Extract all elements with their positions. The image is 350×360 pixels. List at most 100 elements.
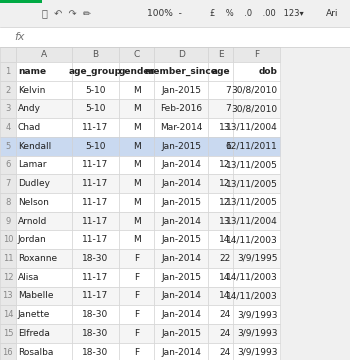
Text: 30/8/2010: 30/8/2010 <box>232 86 278 95</box>
Bar <box>16 230 72 249</box>
Text: F: F <box>254 50 259 59</box>
Bar <box>72 156 119 174</box>
Bar <box>16 47 72 62</box>
Bar <box>72 343 119 360</box>
Text: M: M <box>133 123 140 132</box>
Bar <box>119 268 154 287</box>
Text: F: F <box>134 273 139 282</box>
Bar <box>0 324 16 343</box>
Text: Lamar: Lamar <box>18 161 46 170</box>
Text: 100%  -: 100% - <box>147 9 182 18</box>
Text: M: M <box>133 86 140 95</box>
Bar <box>72 230 119 249</box>
Bar <box>233 81 280 99</box>
Bar <box>0 27 350 47</box>
Text: 14/11/2003: 14/11/2003 <box>226 235 278 244</box>
Bar <box>154 193 208 212</box>
Text: 24: 24 <box>219 347 231 356</box>
Bar <box>233 287 280 305</box>
Bar <box>233 343 280 360</box>
Text: Jan-2014: Jan-2014 <box>161 310 201 319</box>
Text: 13/11/2005: 13/11/2005 <box>226 179 278 188</box>
Bar <box>0 0 350 27</box>
Bar <box>72 249 119 268</box>
Text: 13/11/2004: 13/11/2004 <box>226 123 278 132</box>
Text: 18-30: 18-30 <box>82 310 108 319</box>
Text: gender: gender <box>119 67 154 76</box>
Bar <box>119 212 154 230</box>
Text: 13: 13 <box>219 123 231 132</box>
Bar <box>208 305 233 324</box>
Bar <box>72 62 119 81</box>
Bar <box>154 174 208 193</box>
Bar <box>119 287 154 305</box>
Bar <box>0 99 16 118</box>
Bar <box>72 193 119 212</box>
Bar <box>0 287 16 305</box>
Bar <box>72 305 119 324</box>
Text: 11-17: 11-17 <box>82 235 108 244</box>
Bar <box>72 268 119 287</box>
Bar <box>154 156 208 174</box>
Text: 6: 6 <box>5 161 10 170</box>
Bar <box>72 287 119 305</box>
Bar <box>119 81 154 99</box>
Bar <box>72 118 119 137</box>
Bar <box>72 47 119 62</box>
Bar <box>154 212 208 230</box>
Bar <box>208 193 233 212</box>
Text: Dudley: Dudley <box>18 179 50 188</box>
Bar <box>72 212 119 230</box>
Bar <box>154 324 208 343</box>
Text: Jan-2015: Jan-2015 <box>161 235 201 244</box>
Bar <box>16 212 72 230</box>
Text: 11-17: 11-17 <box>82 179 108 188</box>
Bar <box>233 305 280 324</box>
Bar <box>72 324 119 343</box>
Bar <box>16 324 72 343</box>
Bar <box>119 230 154 249</box>
Text: 3/9/1993: 3/9/1993 <box>237 347 278 356</box>
Bar <box>208 324 233 343</box>
Bar <box>208 118 233 137</box>
Bar <box>119 249 154 268</box>
Text: 13/11/2005: 13/11/2005 <box>226 161 278 170</box>
Text: name: name <box>18 67 46 76</box>
Bar <box>119 62 154 81</box>
Bar <box>119 305 154 324</box>
Text: 14: 14 <box>219 235 231 244</box>
Text: F: F <box>134 329 139 338</box>
Bar <box>0 249 16 268</box>
Bar <box>208 156 233 174</box>
Text: Andy: Andy <box>18 104 41 113</box>
Text: Feb-2016: Feb-2016 <box>160 104 202 113</box>
Text: 11-17: 11-17 <box>82 273 108 282</box>
Bar <box>208 174 233 193</box>
Bar <box>154 81 208 99</box>
Bar <box>208 99 233 118</box>
Text: 3/9/1993: 3/9/1993 <box>237 329 278 338</box>
Text: 12: 12 <box>219 161 231 170</box>
Bar <box>16 174 72 193</box>
Text: £    %    .0    .00   123▾: £ % .0 .00 123▾ <box>210 9 304 18</box>
Bar <box>0 268 16 287</box>
Text: Jan-2014: Jan-2014 <box>161 216 201 225</box>
Bar <box>154 343 208 360</box>
Text: Elfreda: Elfreda <box>18 329 50 338</box>
Text: member_since: member_since <box>145 67 218 76</box>
Bar <box>154 99 208 118</box>
Bar <box>208 287 233 305</box>
Bar <box>72 81 119 99</box>
Bar <box>208 249 233 268</box>
Text: 15: 15 <box>3 329 13 338</box>
Bar <box>233 268 280 287</box>
Bar <box>0 47 16 62</box>
Bar <box>0 156 16 174</box>
Text: M: M <box>133 161 140 170</box>
Bar <box>119 343 154 360</box>
Text: 11-17: 11-17 <box>82 161 108 170</box>
Text: B: B <box>92 50 98 59</box>
Bar <box>233 324 280 343</box>
Bar <box>233 193 280 212</box>
Bar <box>0 305 16 324</box>
